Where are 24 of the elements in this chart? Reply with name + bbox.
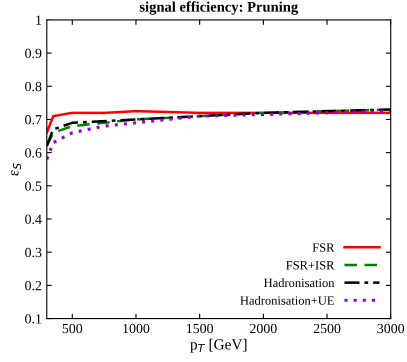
y-tick-label: 0.4 <box>25 214 42 224</box>
x-tick-label: 1500 <box>186 324 214 334</box>
y-tick-label: 0.1 <box>25 314 42 324</box>
y-tick-label: 0.3 <box>25 248 42 258</box>
y-tick-label: 0.5 <box>25 181 42 191</box>
legend-label: Hadronisation <box>264 278 334 288</box>
y-tick-label: 0.6 <box>25 148 42 158</box>
y-axis-title: ε$_{S}$ <box>11 163 22 176</box>
x-tick-label: 2000 <box>250 324 277 334</box>
legend-label: Hadronisation+UE <box>240 296 334 305</box>
x-tick-label: 3000 <box>377 324 404 334</box>
legend-label: FSR <box>312 243 334 252</box>
y-tick-label: 1 <box>36 16 42 25</box>
y-tick-label: 0.7 <box>25 115 42 124</box>
legend-label: FSR+ISR <box>286 261 334 270</box>
x-tick-label: 500 <box>62 324 82 334</box>
x-tick-label: 1000 <box>123 324 150 334</box>
x-axis-title: p$_{T}$ [GeV] <box>190 338 246 353</box>
y-tick-label: 0.9 <box>25 48 42 58</box>
line-series <box>46 110 391 161</box>
chart-title: signal efficiency: Pruning <box>140 1 298 15</box>
y-tick-label: 0.8 <box>25 82 42 92</box>
y-tick-label: 0.2 <box>25 280 42 290</box>
x-tick-label: 2500 <box>314 324 340 334</box>
